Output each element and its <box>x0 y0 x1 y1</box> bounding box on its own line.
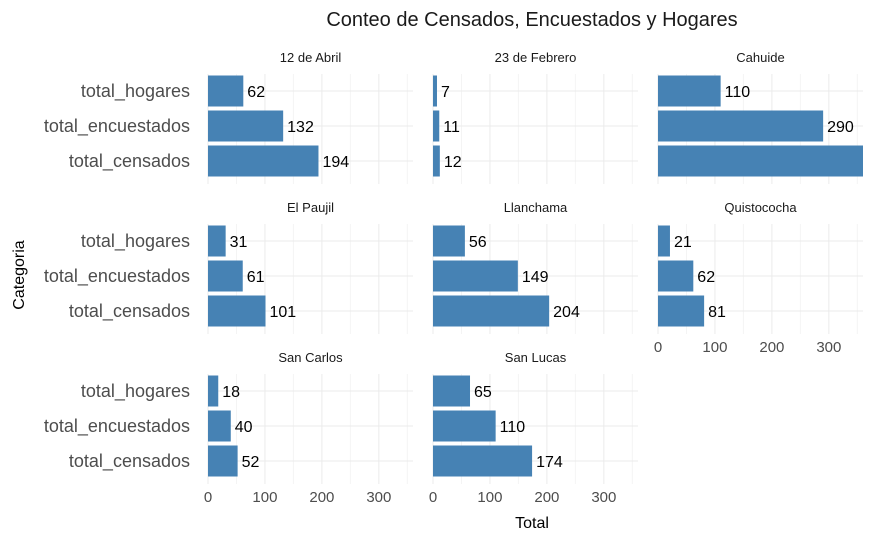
x-tick-label: 300 <box>366 489 391 506</box>
bar-total-hogares <box>208 225 226 257</box>
bar-total-encuestados <box>208 260 243 292</box>
facet-panels: 12 de Abril 62 132 194 total_hogares total_en… <box>44 50 875 506</box>
facet-label: 12 de Abril <box>280 50 342 65</box>
bar-total-hogares <box>658 225 670 257</box>
x-tick-label: 0 <box>204 489 212 506</box>
facet-label: El Paujil <box>287 200 334 215</box>
facet-panel-el-paujil: El Paujil 31 61 101 total_hogares total_encue… <box>44 200 413 334</box>
facet-panel-quistococha: Quistococha 21 62 81 0 100 200 300 <box>654 200 863 356</box>
facet-panel-llanchama: Llanchama 56 149 204 <box>432 200 638 334</box>
bar-total-censados <box>658 145 863 177</box>
facet-label: San Carlos <box>278 350 343 365</box>
bar-total-encuestados <box>658 260 694 292</box>
x-tick-label: 100 <box>477 489 502 506</box>
x-tick-label: 100 <box>252 489 277 506</box>
data-label: 7 <box>441 84 450 101</box>
bar-total-censados <box>433 295 550 327</box>
data-label: 110 <box>725 84 751 101</box>
facet-panel-12-de-abril: 12 de Abril 62 132 194 total_hogares total_en… <box>44 50 413 184</box>
data-label: 61 <box>247 269 265 286</box>
bar-total-encuestados <box>433 110 440 142</box>
bar-total-encuestados <box>208 410 231 442</box>
data-label: 11 <box>443 119 460 136</box>
y-tick-label: total_hogares <box>81 81 190 102</box>
data-label: 56 <box>469 234 487 251</box>
x-tick-label: 0 <box>429 489 437 506</box>
data-label: 21 <box>674 234 692 251</box>
y-axis-label: Categoria <box>11 240 28 309</box>
bar-total-censados <box>433 145 440 177</box>
data-label: 363 <box>869 154 875 171</box>
bar-total-censados <box>208 445 238 477</box>
facet-marks: 62 132 194 <box>208 75 349 177</box>
x-tick-label: 200 <box>534 489 559 506</box>
bar-total-hogares <box>658 75 721 107</box>
facet-label: 23 de Febrero <box>495 50 577 65</box>
x-tick-label: 300 <box>816 339 841 356</box>
facet-label: San Lucas <box>505 350 567 365</box>
facet-label: Llanchama <box>504 200 568 215</box>
facet-marks: 21 62 81 <box>658 225 726 327</box>
y-tick-label: total_encuestados <box>44 416 190 437</box>
data-label: 290 <box>827 119 854 136</box>
chart-title: Conteo de Censados, Encuestados y Hogare… <box>326 9 737 31</box>
y-tick-label: total_hogares <box>81 231 190 252</box>
data-label: 204 <box>553 304 580 321</box>
data-label: 62 <box>697 269 715 286</box>
bar-total-hogares <box>433 375 471 407</box>
y-tick-label: total_censados <box>69 151 190 172</box>
bar-total-encuestados <box>433 410 496 442</box>
facet-marks: 18 40 52 <box>208 375 260 477</box>
facet-panel-cahuide: Cahuide 110 290 363 <box>657 50 875 184</box>
x-tick-label: 200 <box>309 489 334 506</box>
bar-total-hogares <box>208 375 219 407</box>
x-tick-label: 200 <box>759 339 784 356</box>
data-label: 132 <box>287 119 314 136</box>
bar-total-encuestados <box>658 110 824 142</box>
facet-panel-23-de-febrero: 23 de Febrero 7 11 12 <box>432 50 638 184</box>
x-tick-label: 300 <box>591 489 616 506</box>
bar-total-encuestados <box>433 260 518 292</box>
data-label: 81 <box>708 304 726 321</box>
y-tick-label: total_censados <box>69 451 190 472</box>
facet-label: Cahuide <box>736 50 784 65</box>
data-label: 62 <box>247 84 265 101</box>
y-tick-label: total_encuestados <box>44 266 190 287</box>
y-tick-label: total_encuestados <box>44 116 190 137</box>
bar-total-hogares <box>433 75 437 107</box>
facet-marks: 7 11 12 <box>433 75 462 177</box>
facet-panel-san-carlos: San Carlos 18 40 52 total_hogares total_encue… <box>44 350 413 506</box>
data-label: 52 <box>242 454 260 471</box>
data-label: 101 <box>270 304 297 321</box>
data-label: 174 <box>536 454 563 471</box>
bar-total-censados <box>208 145 319 177</box>
facet-marks: 110 290 363 <box>658 75 875 177</box>
x-axis-label: Total <box>515 515 549 532</box>
x-tick-label: 0 <box>654 339 662 356</box>
bar-total-censados <box>658 295 705 327</box>
facet-panel-san-lucas: San Lucas 65 110 174 0 100 200 300 <box>429 350 638 506</box>
facet-marks: 56 149 204 <box>433 225 580 327</box>
x-tick-label: 100 <box>702 339 727 356</box>
data-label: 110 <box>500 419 526 436</box>
facet-marks: 65 110 174 <box>433 375 563 477</box>
data-label: 40 <box>235 419 253 436</box>
bar-total-censados <box>433 445 533 477</box>
data-label: 194 <box>322 154 349 171</box>
bar-total-hogares <box>208 75 244 107</box>
data-label: 149 <box>522 269 549 286</box>
data-label: 12 <box>444 154 462 171</box>
bar-total-censados <box>208 295 266 327</box>
data-label: 18 <box>222 384 240 401</box>
y-tick-label: total_censados <box>69 301 190 322</box>
data-label: 31 <box>230 234 248 251</box>
facet-label: Quistococha <box>724 200 797 215</box>
bar-total-encuestados <box>208 110 284 142</box>
bar-total-hogares <box>433 225 465 257</box>
data-label: 65 <box>474 384 492 401</box>
facet-marks: 31 61 101 <box>208 225 297 327</box>
y-tick-label: total_hogares <box>81 381 190 402</box>
